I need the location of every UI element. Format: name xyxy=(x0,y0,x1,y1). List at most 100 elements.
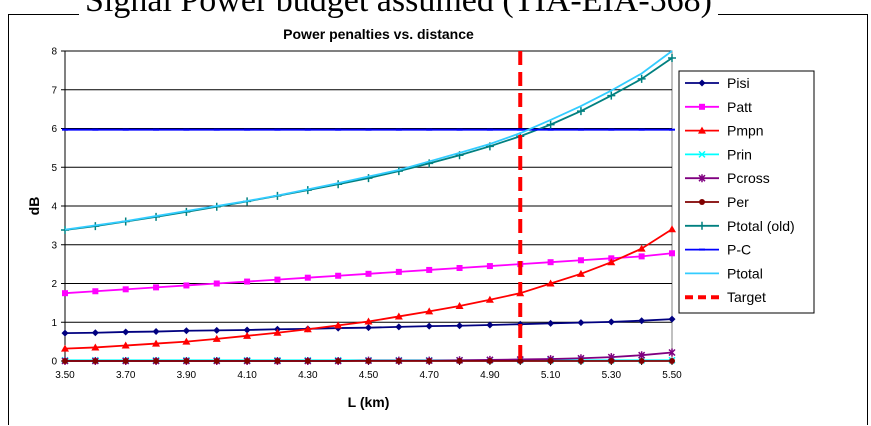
data-point xyxy=(365,358,372,364)
series-line xyxy=(64,50,673,231)
data-point xyxy=(486,263,493,270)
data-point xyxy=(669,358,675,364)
cut-off-heading: Signal Power budget assumed (TIA-EIA-568… xyxy=(79,0,718,21)
series-ptotal xyxy=(64,50,673,231)
data-point xyxy=(244,358,251,364)
legend-marker xyxy=(698,126,706,134)
legend-item: Patt xyxy=(685,99,752,115)
data-point xyxy=(182,337,191,345)
data-point xyxy=(576,269,585,277)
y-tick-label: 3 xyxy=(51,240,57,251)
data-point xyxy=(335,358,342,364)
y-tick-label: 8 xyxy=(51,47,57,58)
data-point xyxy=(243,326,251,334)
data-point xyxy=(61,344,69,352)
legend-label: Ptotal (old) xyxy=(727,218,795,234)
data-point xyxy=(244,278,251,285)
data-point xyxy=(638,351,646,360)
data-point xyxy=(183,358,190,364)
data-point xyxy=(92,358,99,364)
data-point xyxy=(456,322,464,330)
legend-label: Pcross xyxy=(727,170,770,186)
data-point xyxy=(303,325,312,333)
legend-label: Per xyxy=(727,194,749,210)
data-point xyxy=(426,358,433,364)
data-point xyxy=(669,250,675,257)
x-tick-label: 5.10 xyxy=(541,370,561,381)
data-point xyxy=(456,265,463,271)
y-tick-label: 5 xyxy=(51,163,57,174)
data-point xyxy=(62,358,68,364)
data-point xyxy=(547,319,555,327)
y-tick-label: 2 xyxy=(51,279,57,290)
data-point xyxy=(395,323,403,331)
data-point xyxy=(365,270,372,277)
x-tick-label: 5.30 xyxy=(602,370,622,381)
data-point xyxy=(243,331,252,339)
data-point xyxy=(365,324,372,332)
data-point xyxy=(394,312,403,320)
legend-marker xyxy=(698,79,706,87)
legend-marker xyxy=(698,221,706,230)
x-tick-label: 5.50 xyxy=(662,370,682,381)
x-tick-label: 4.50 xyxy=(359,370,379,381)
data-point xyxy=(395,358,402,364)
data-point xyxy=(576,107,585,116)
legend-marker xyxy=(698,174,706,183)
y-tick-label: 7 xyxy=(51,85,57,96)
series-per xyxy=(62,358,675,364)
legend-item: P-C xyxy=(685,242,751,258)
data-point xyxy=(547,358,554,364)
data-point xyxy=(637,244,646,252)
data-point xyxy=(577,358,584,364)
x-tick-label: 4.90 xyxy=(480,370,500,381)
data-point xyxy=(455,301,464,309)
data-point xyxy=(425,322,433,330)
x-tick-label: 3.90 xyxy=(177,370,197,381)
data-point xyxy=(183,282,190,289)
x-tick-label: 3.50 xyxy=(55,370,75,381)
data-point xyxy=(213,280,220,287)
data-point xyxy=(304,274,311,281)
data-point xyxy=(517,358,524,364)
data-point xyxy=(213,326,221,334)
y-axis-title: dB xyxy=(26,197,42,216)
y-tick-label: 1 xyxy=(51,318,57,329)
legend-item: Prin xyxy=(685,146,752,162)
legend-item: Target xyxy=(685,289,766,305)
legend-item: Pcross xyxy=(685,170,770,186)
x-tick-label: 4.10 xyxy=(237,370,257,381)
data-point xyxy=(273,328,282,336)
data-point xyxy=(608,358,615,364)
x-tick-label: 4.30 xyxy=(298,370,318,381)
legend-item: Ptotal xyxy=(685,265,763,281)
data-point xyxy=(668,348,676,357)
data-point xyxy=(364,317,373,325)
series-patt xyxy=(62,250,675,297)
legend-item: Per xyxy=(685,194,749,210)
legend-item: Pmpn xyxy=(685,123,764,139)
legend-item: Pisi xyxy=(685,75,750,91)
data-point xyxy=(546,279,555,287)
data-point xyxy=(607,318,615,326)
data-point xyxy=(638,253,645,260)
data-point xyxy=(121,341,130,349)
data-point xyxy=(61,329,69,337)
legend-label: Ptotal xyxy=(727,265,763,281)
data-point xyxy=(182,327,190,335)
data-point xyxy=(456,358,463,364)
data-point xyxy=(334,321,343,329)
series-layer xyxy=(61,50,676,365)
data-point xyxy=(91,329,99,337)
data-point xyxy=(577,319,585,327)
data-point xyxy=(426,266,433,273)
data-point xyxy=(153,358,160,364)
data-point xyxy=(213,358,220,364)
data-point xyxy=(485,295,494,303)
data-point xyxy=(638,317,646,325)
data-point xyxy=(607,258,616,266)
x-tick-label: 4.70 xyxy=(419,370,439,381)
x-axis-title: L (km) xyxy=(348,394,390,410)
chart-title: Power penalties vs. distance xyxy=(283,26,474,42)
data-point xyxy=(668,225,676,233)
